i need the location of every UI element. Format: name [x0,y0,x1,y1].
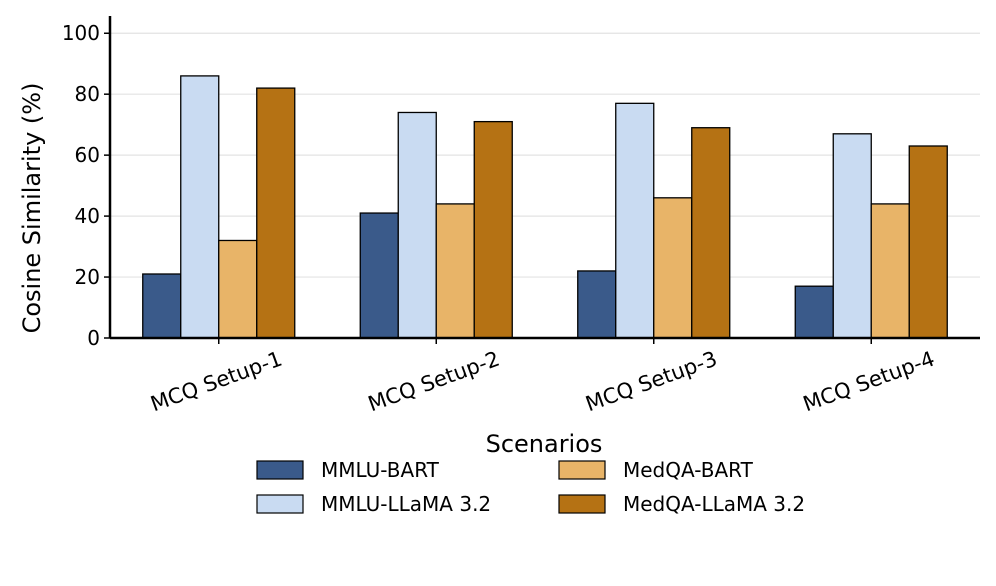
y-axis-ticks: 0 20 40 60 80 100 [62,21,110,350]
legend-swatch [558,494,606,514]
bar-mmlu-bart-4 [794,285,834,339]
legend: MMLU-BART MMLU-LLaMA 3.2 MedQA-BART MedQA-L… [256,458,805,516]
y-tick-label: 60 [75,143,100,167]
bar-medqa-llama-3-2-3 [691,127,731,339]
bar-medqa-bart-1 [218,239,258,339]
x-tick-label: MCQ Setup-2 [365,347,503,417]
y-axis-title: Cosine Similarity (%) [18,83,46,334]
bars [142,75,948,339]
y-tick-label: 80 [75,82,100,106]
bar-mmlu-bart-3 [577,270,617,339]
bar-mmlu-llama-3-2-2 [397,111,437,339]
y-tick-label: 100 [62,21,100,45]
bar-medqa-bart-2 [435,203,475,339]
legend-label: MedQA-BART [623,458,754,482]
bar-medqa-bart-3 [653,197,693,339]
bar-mmlu-llama-3-2-4 [832,133,872,339]
bar-medqa-bart-4 [870,203,910,339]
x-axis-ticks: MCQ Setup-1 MCQ Setup-2 MCQ Setup-3 MCQ Set… [147,338,938,417]
legend-swatch [256,460,304,480]
y-tick-label: 20 [75,265,100,289]
bar-medqa-llama-3-2-4 [908,145,948,339]
y-tick-label: 0 [87,326,100,350]
x-tick-label: MCQ Setup-1 [147,347,285,417]
y-tick-label: 40 [75,204,100,228]
x-tick-label: MCQ Setup-3 [582,347,720,417]
legend-swatch [558,460,606,480]
bar-medqa-llama-3-2-2 [473,120,513,339]
bar-mmlu-llama-3-2-1 [180,75,220,339]
legend-label: MMLU-BART [321,458,440,482]
legend-swatch [256,494,304,514]
bar-mmlu-llama-3-2-3 [615,102,655,339]
legend-label: MMLU-LLaMA 3.2 [321,492,491,516]
axes [108,16,980,340]
legend-label: MedQA-LLaMA 3.2 [623,492,805,516]
x-tick-label: MCQ Setup-4 [800,347,938,417]
bar-medqa-llama-3-2-1 [256,87,296,339]
bar-mmlu-bart-2 [359,212,399,339]
bar-mmlu-bart-1 [142,273,182,339]
x-axis-title: Scenarios [486,430,603,458]
